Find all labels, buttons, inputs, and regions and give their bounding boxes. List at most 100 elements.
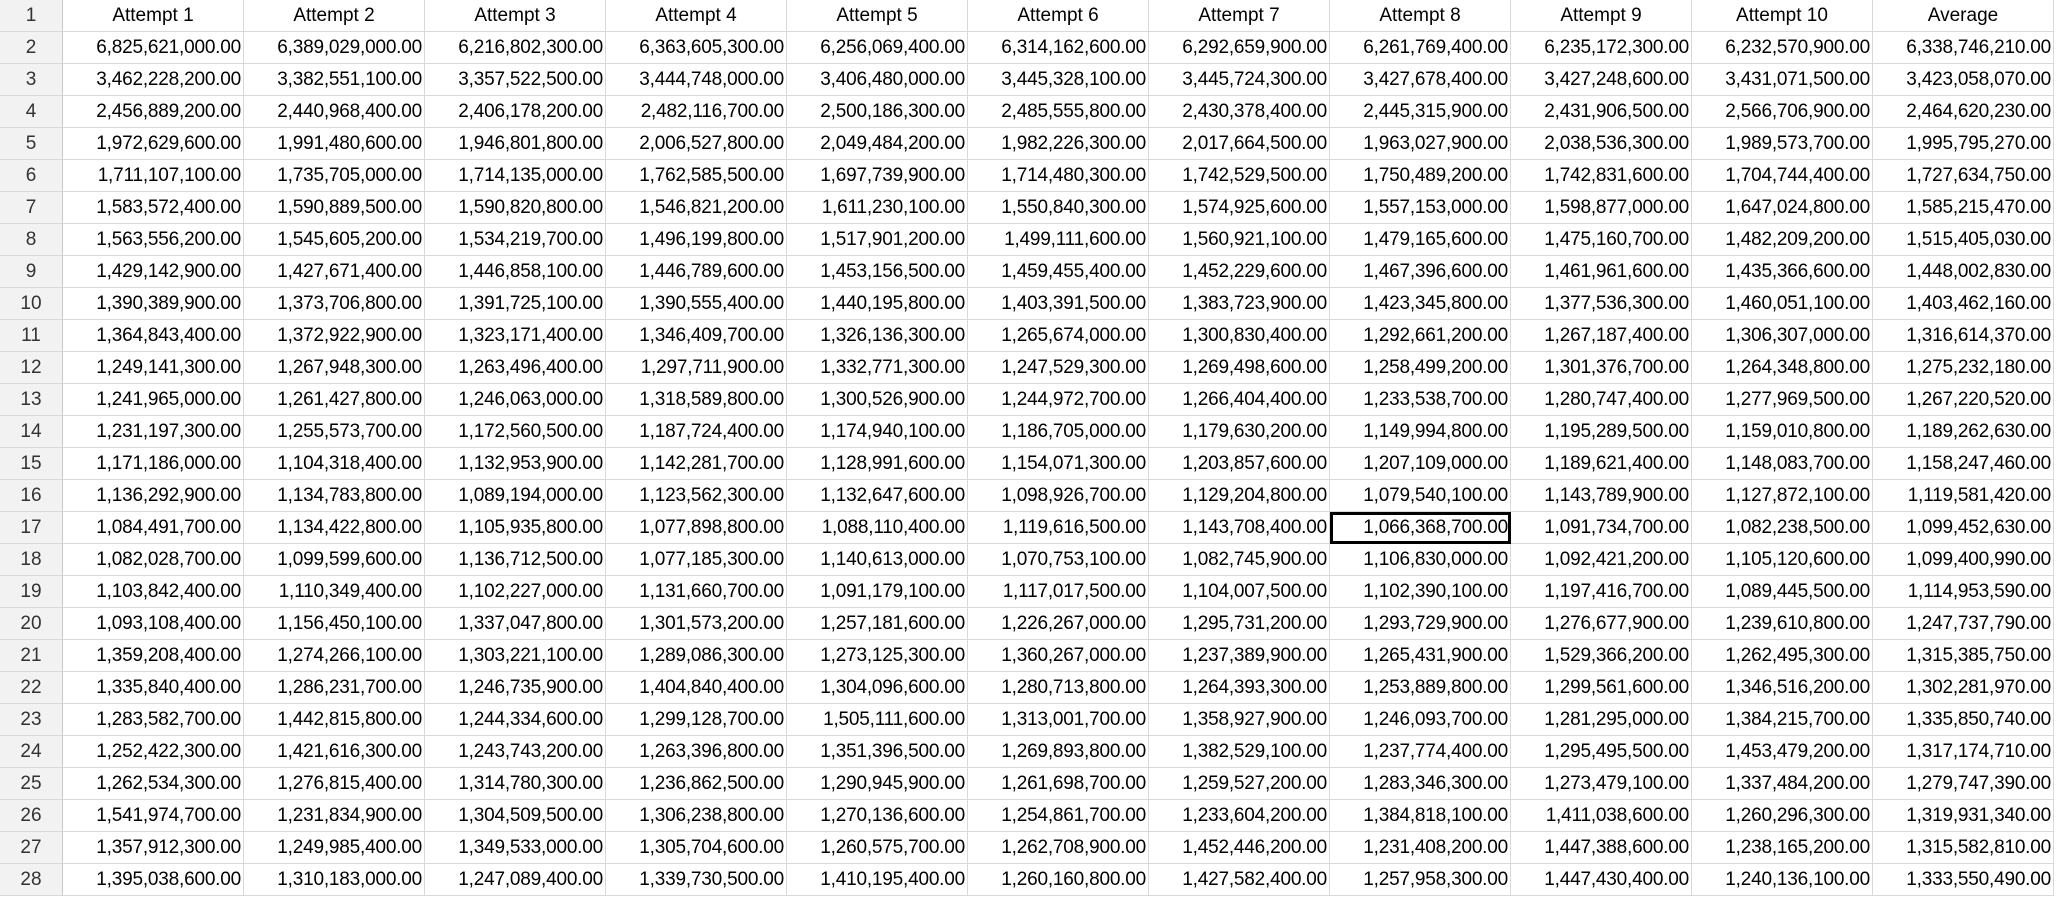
- data-cell[interactable]: 1,302,281,970.00: [1873, 672, 2054, 704]
- data-cell[interactable]: 1,452,229,600.00: [1149, 256, 1330, 288]
- row-header-24[interactable]: 24: [0, 736, 63, 768]
- data-cell[interactable]: 1,440,195,800.00: [787, 288, 968, 320]
- data-cell[interactable]: 1,267,948,300.00: [244, 352, 425, 384]
- data-cell[interactable]: 3,357,522,500.00: [425, 64, 606, 96]
- data-cell[interactable]: 1,750,489,200.00: [1330, 160, 1511, 192]
- data-cell[interactable]: 1,246,093,700.00: [1330, 704, 1511, 736]
- data-cell[interactable]: 1,475,160,700.00: [1511, 224, 1692, 256]
- data-cell[interactable]: 1,563,556,200.00: [63, 224, 244, 256]
- data-cell[interactable]: 1,429,142,900.00: [63, 256, 244, 288]
- data-cell[interactable]: 1,149,994,800.00: [1330, 416, 1511, 448]
- data-cell[interactable]: 1,300,526,900.00: [787, 384, 968, 416]
- data-cell[interactable]: 1,143,708,400.00: [1149, 512, 1330, 544]
- data-cell[interactable]: 1,452,446,200.00: [1149, 832, 1330, 864]
- data-cell[interactable]: 1,339,730,500.00: [606, 864, 787, 896]
- data-cell[interactable]: 1,963,027,900.00: [1330, 128, 1511, 160]
- column-header-cell[interactable]: Attempt 10: [1692, 0, 1873, 32]
- data-cell[interactable]: 1,403,391,500.00: [968, 288, 1149, 320]
- data-cell[interactable]: 1,479,165,600.00: [1330, 224, 1511, 256]
- data-cell[interactable]: 1,189,621,400.00: [1511, 448, 1692, 480]
- row-header-10[interactable]: 10: [0, 288, 63, 320]
- data-cell[interactable]: 1,099,400,990.00: [1873, 544, 2054, 576]
- data-cell[interactable]: 1,091,179,100.00: [787, 576, 968, 608]
- data-cell[interactable]: 1,246,735,900.00: [425, 672, 606, 704]
- data-cell[interactable]: 1,373,706,800.00: [244, 288, 425, 320]
- data-cell[interactable]: 1,260,160,800.00: [968, 864, 1149, 896]
- data-cell[interactable]: 1,991,480,600.00: [244, 128, 425, 160]
- data-cell[interactable]: 1,351,396,500.00: [787, 736, 968, 768]
- data-cell[interactable]: 1,383,723,900.00: [1149, 288, 1330, 320]
- data-cell[interactable]: 1,590,820,800.00: [425, 192, 606, 224]
- data-cell[interactable]: 1,306,238,800.00: [606, 800, 787, 832]
- data-cell[interactable]: 1,460,051,100.00: [1692, 288, 1873, 320]
- data-cell[interactable]: 1,299,128,700.00: [606, 704, 787, 736]
- data-cell[interactable]: 1,301,573,200.00: [606, 608, 787, 640]
- data-cell[interactable]: 1,119,581,420.00: [1873, 480, 2054, 512]
- data-cell[interactable]: 1,286,231,700.00: [244, 672, 425, 704]
- data-cell[interactable]: 1,335,850,740.00: [1873, 704, 2054, 736]
- data-cell[interactable]: 1,395,038,600.00: [63, 864, 244, 896]
- row-header-5[interactable]: 5: [0, 128, 63, 160]
- data-cell[interactable]: 1,262,534,300.00: [63, 768, 244, 800]
- data-cell[interactable]: 1,453,156,500.00: [787, 256, 968, 288]
- row-header-26[interactable]: 26: [0, 800, 63, 832]
- data-cell[interactable]: 1,275,232,180.00: [1873, 352, 2054, 384]
- data-cell[interactable]: 1,266,404,400.00: [1149, 384, 1330, 416]
- data-cell[interactable]: 1,372,922,900.00: [244, 320, 425, 352]
- data-cell[interactable]: 1,270,136,600.00: [787, 800, 968, 832]
- row-header-2[interactable]: 2: [0, 32, 63, 64]
- data-cell[interactable]: 1,226,267,000.00: [968, 608, 1149, 640]
- data-cell[interactable]: 6,314,162,600.00: [968, 32, 1149, 64]
- data-cell[interactable]: 1,089,445,500.00: [1692, 576, 1873, 608]
- data-cell[interactable]: 1,264,348,800.00: [1692, 352, 1873, 384]
- column-header-cell[interactable]: Attempt 9: [1511, 0, 1692, 32]
- data-cell[interactable]: 1,207,109,000.00: [1330, 448, 1511, 480]
- data-cell[interactable]: 1,263,496,400.00: [425, 352, 606, 384]
- data-cell[interactable]: 1,267,187,400.00: [1511, 320, 1692, 352]
- column-header-cell[interactable]: Attempt 2: [244, 0, 425, 32]
- data-cell[interactable]: 1,319,931,340.00: [1873, 800, 2054, 832]
- data-cell[interactable]: 1,258,499,200.00: [1330, 352, 1511, 384]
- row-header-1[interactable]: 1: [0, 0, 63, 32]
- data-cell[interactable]: 1,427,671,400.00: [244, 256, 425, 288]
- data-cell[interactable]: 1,590,889,500.00: [244, 192, 425, 224]
- data-cell[interactable]: 1,293,729,900.00: [1330, 608, 1511, 640]
- data-cell[interactable]: 1,704,744,400.00: [1692, 160, 1873, 192]
- data-cell[interactable]: 1,391,725,100.00: [425, 288, 606, 320]
- data-cell[interactable]: 6,363,605,300.00: [606, 32, 787, 64]
- data-cell[interactable]: 1,231,408,200.00: [1330, 832, 1511, 864]
- data-cell[interactable]: 6,232,570,900.00: [1692, 32, 1873, 64]
- data-cell[interactable]: 1,142,281,700.00: [606, 448, 787, 480]
- data-cell[interactable]: 6,338,746,210.00: [1873, 32, 2054, 64]
- data-cell[interactable]: 1,260,296,300.00: [1692, 800, 1873, 832]
- data-cell[interactable]: 1,337,484,200.00: [1692, 768, 1873, 800]
- data-cell[interactable]: 1,318,589,800.00: [606, 384, 787, 416]
- data-cell[interactable]: 2,406,178,200.00: [425, 96, 606, 128]
- data-cell[interactable]: 3,423,058,070.00: [1873, 64, 2054, 96]
- data-cell[interactable]: 6,389,029,000.00: [244, 32, 425, 64]
- data-cell[interactable]: 1,247,089,400.00: [425, 864, 606, 896]
- data-cell[interactable]: 1,136,712,500.00: [425, 544, 606, 576]
- data-cell[interactable]: 1,333,550,490.00: [1873, 864, 2054, 896]
- data-cell[interactable]: 2,431,906,500.00: [1511, 96, 1692, 128]
- data-cell[interactable]: 2,485,555,800.00: [968, 96, 1149, 128]
- data-cell[interactable]: 1,077,898,800.00: [606, 512, 787, 544]
- data-cell[interactable]: 1,084,491,700.00: [63, 512, 244, 544]
- data-cell[interactable]: 1,280,747,400.00: [1511, 384, 1692, 416]
- data-cell[interactable]: 1,259,527,200.00: [1149, 768, 1330, 800]
- data-cell[interactable]: 1,560,921,100.00: [1149, 224, 1330, 256]
- row-header-7[interactable]: 7: [0, 192, 63, 224]
- data-cell[interactable]: 2,006,527,800.00: [606, 128, 787, 160]
- data-cell[interactable]: 1,541,974,700.00: [63, 800, 244, 832]
- data-cell[interactable]: 1,105,120,600.00: [1692, 544, 1873, 576]
- data-cell[interactable]: 1,290,945,900.00: [787, 768, 968, 800]
- data-cell[interactable]: 1,237,389,900.00: [1149, 640, 1330, 672]
- data-cell[interactable]: 1,274,266,100.00: [244, 640, 425, 672]
- data-cell[interactable]: 2,456,889,200.00: [63, 96, 244, 128]
- data-cell[interactable]: 1,404,840,400.00: [606, 672, 787, 704]
- data-cell[interactable]: 1,735,705,000.00: [244, 160, 425, 192]
- data-cell[interactable]: 1,273,125,300.00: [787, 640, 968, 672]
- data-cell[interactable]: 1,102,227,000.00: [425, 576, 606, 608]
- data-cell[interactable]: 1,323,171,400.00: [425, 320, 606, 352]
- row-header-14[interactable]: 14: [0, 416, 63, 448]
